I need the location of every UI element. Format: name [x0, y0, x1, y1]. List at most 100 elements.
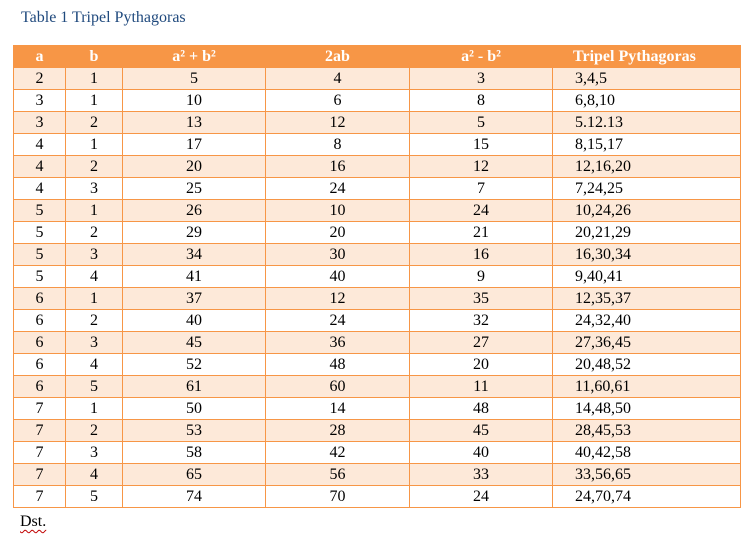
cell-difference-of-squares: 12	[409, 155, 553, 178]
table-row: 6 2 40 24 32 24,32,40	[13, 309, 741, 332]
cell-difference-of-squares: 8	[409, 89, 553, 112]
table-row: 4 2 20 16 12 12,16,20	[13, 155, 741, 178]
cell-difference-of-squares: 33	[409, 463, 553, 486]
cell-2ab: 30	[265, 243, 410, 266]
cell-triple: 5.12.13	[552, 111, 741, 134]
cell-difference-of-squares: 21	[409, 221, 553, 244]
cell-triple: 11,60,61	[552, 375, 741, 398]
cell-b: 1	[65, 133, 123, 156]
cell-difference-of-squares: 11	[409, 375, 553, 398]
cell-2ab: 12	[265, 287, 410, 310]
cell-difference-of-squares: 48	[409, 397, 553, 420]
table-row: 5 2 29 20 21 20,21,29	[13, 221, 741, 244]
cell-b: 1	[65, 67, 123, 90]
table-row: 5 4 41 40 9 9,40,41	[13, 265, 741, 288]
cell-2ab: 28	[265, 419, 410, 442]
cell-difference-of-squares: 5	[409, 111, 553, 134]
cell-b: 3	[65, 177, 123, 200]
cell-triple: 12,35,37	[552, 287, 741, 310]
cell-triple: 20,48,52	[552, 353, 741, 376]
cell-sum-of-squares: 52	[122, 353, 266, 376]
cell-a: 6	[13, 375, 66, 398]
cell-b: 2	[65, 419, 123, 442]
cell-2ab: 42	[265, 441, 410, 464]
cell-2ab: 24	[265, 177, 410, 200]
cell-2ab: 40	[265, 265, 410, 288]
table-row: 6 5 61 60 11 11,60,61	[13, 375, 741, 398]
cell-b: 2	[65, 221, 123, 244]
cell-a: 5	[13, 221, 66, 244]
cell-a: 6	[13, 287, 66, 310]
cell-difference-of-squares: 15	[409, 133, 553, 156]
column-header-2ab: 2ab	[265, 45, 410, 68]
cell-a: 3	[13, 111, 66, 134]
cell-triple: 33,56,65	[552, 463, 741, 486]
column-header-sum-of-squares: a² + b²	[122, 45, 266, 68]
cell-sum-of-squares: 26	[122, 199, 266, 222]
cell-a: 6	[13, 309, 66, 332]
cell-b: 1	[65, 199, 123, 222]
cell-2ab: 24	[265, 309, 410, 332]
table-row: 4 1 17 8 15 8,15,17	[13, 133, 741, 156]
cell-triple: 20,21,29	[552, 221, 741, 244]
table-row: 7 2 53 28 45 28,45,53	[13, 419, 741, 442]
cell-triple: 6,8,10	[552, 89, 741, 112]
cell-triple: 24,32,40	[552, 309, 741, 332]
cell-sum-of-squares: 10	[122, 89, 266, 112]
cell-triple: 27,36,45	[552, 331, 741, 354]
cell-b: 3	[65, 441, 123, 464]
cell-b: 1	[65, 287, 123, 310]
table-row: 7 1 50 14 48 14,48,50	[13, 397, 741, 420]
cell-a: 7	[13, 441, 66, 464]
cell-2ab: 12	[265, 111, 410, 134]
column-header-a: a	[13, 45, 66, 68]
cell-sum-of-squares: 25	[122, 177, 266, 200]
cell-a: 5	[13, 199, 66, 222]
cell-sum-of-squares: 40	[122, 309, 266, 332]
cell-b: 3	[65, 243, 123, 266]
table-row: 6 4 52 48 20 20,48,52	[13, 353, 741, 376]
cell-triple: 7,24,25	[552, 177, 741, 200]
cell-sum-of-squares: 20	[122, 155, 266, 178]
cell-b: 1	[65, 397, 123, 420]
cell-2ab: 16	[265, 155, 410, 178]
cell-2ab: 8	[265, 133, 410, 156]
cell-2ab: 60	[265, 375, 410, 398]
cell-difference-of-squares: 32	[409, 309, 553, 332]
table-row: 4 3 25 24 7 7,24,25	[13, 177, 741, 200]
cell-triple: 16,30,34	[552, 243, 741, 266]
cell-difference-of-squares: 27	[409, 331, 553, 354]
cell-a: 7	[13, 463, 66, 486]
cell-b: 2	[65, 111, 123, 134]
cell-2ab: 10	[265, 199, 410, 222]
cell-sum-of-squares: 61	[122, 375, 266, 398]
cell-triple: 40,42,58	[552, 441, 741, 464]
cell-2ab: 6	[265, 89, 410, 112]
cell-a: 7	[13, 485, 66, 508]
cell-difference-of-squares: 35	[409, 287, 553, 310]
cell-sum-of-squares: 65	[122, 463, 266, 486]
cell-2ab: 48	[265, 353, 410, 376]
cell-b: 5	[65, 485, 123, 508]
table-caption: Table 1 Tripel Pythagoras	[21, 9, 186, 26]
cell-2ab: 56	[265, 463, 410, 486]
cell-a: 5	[13, 243, 66, 266]
cell-a: 2	[13, 67, 66, 90]
cell-triple: 24,70,74	[552, 485, 741, 508]
cell-b: 5	[65, 375, 123, 398]
cell-difference-of-squares: 16	[409, 243, 553, 266]
column-header-b: b	[65, 45, 123, 68]
cell-a: 4	[13, 177, 66, 200]
cell-2ab: 70	[265, 485, 410, 508]
cell-sum-of-squares: 5	[122, 67, 266, 90]
table-header-row: a b a² + b² 2ab a² - b² Tripel Pythagora…	[13, 45, 741, 68]
pythagorean-triples-table: a b a² + b² 2ab a² - b² Tripel Pythagora…	[13, 45, 741, 508]
cell-difference-of-squares: 45	[409, 419, 553, 442]
cell-2ab: 4	[265, 67, 410, 90]
cell-a: 7	[13, 397, 66, 420]
cell-a: 6	[13, 353, 66, 376]
cell-b: 3	[65, 331, 123, 354]
table-row: 5 1 26 10 24 10,24,26	[13, 199, 741, 222]
cell-difference-of-squares: 40	[409, 441, 553, 464]
cell-difference-of-squares: 3	[409, 67, 553, 90]
